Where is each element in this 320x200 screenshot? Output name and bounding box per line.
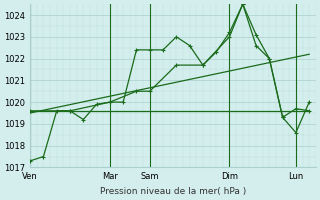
X-axis label: Pression niveau de la mer( hPa ): Pression niveau de la mer( hPa ) — [100, 187, 246, 196]
